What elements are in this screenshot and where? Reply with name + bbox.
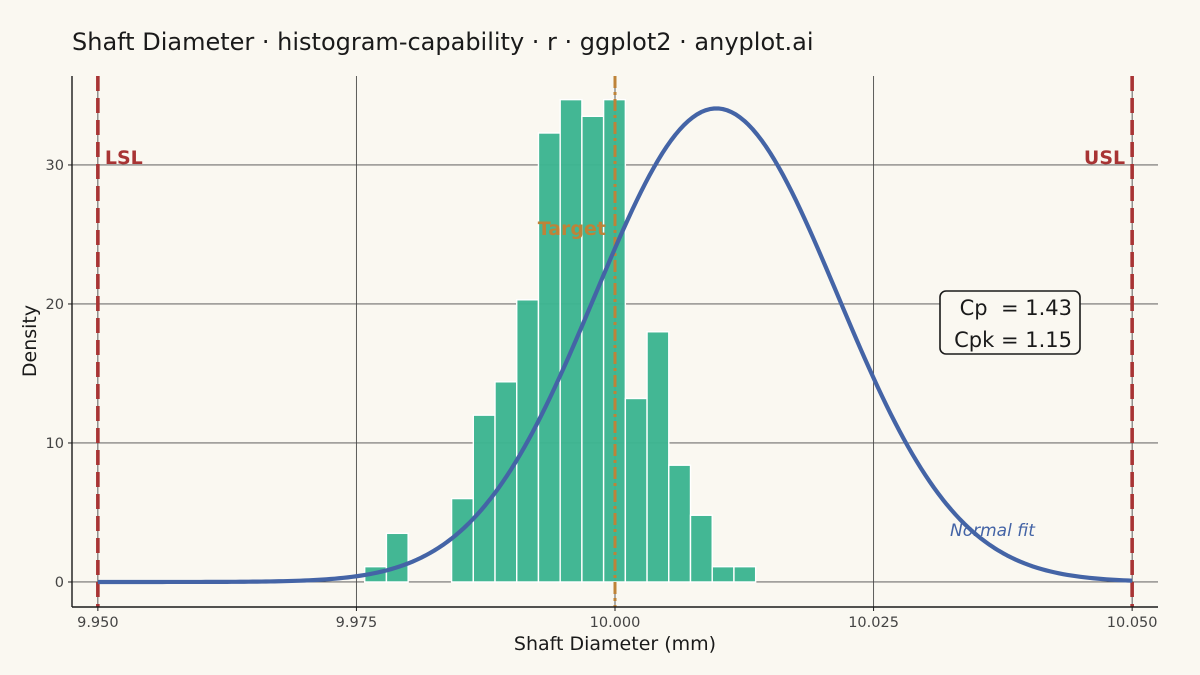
normal-fit-label: Normal fit xyxy=(950,521,1036,541)
capability-stats-box: Cp = 1.43 Cpk = 1.15 xyxy=(939,290,1081,355)
stats-box-frame xyxy=(939,290,1081,355)
histogram-bar xyxy=(689,514,713,583)
y-axis-title: Density xyxy=(19,305,41,377)
x-axis-title: Shaft Diameter (mm) xyxy=(514,633,716,655)
cp-value: Cp = 1.43 xyxy=(960,296,1072,320)
histogram-bar xyxy=(733,565,757,583)
x-tick-label: 10.000 xyxy=(590,615,641,631)
histogram-bar xyxy=(537,132,561,583)
histogram-bar xyxy=(494,381,518,583)
histogram-bars xyxy=(364,98,757,583)
y-tick-label: 20 xyxy=(46,297,64,313)
normal-fit-group: Normal fit xyxy=(97,106,1133,585)
histogram-bar xyxy=(646,331,670,583)
y-tick-label: 30 xyxy=(46,158,64,174)
histogram-bar xyxy=(385,532,409,583)
x-tick-labels: 9.950 9.975 10.000 10.025 10.050 xyxy=(77,607,1158,631)
histogram-bar xyxy=(711,565,735,583)
spec-limit-lines: LSL USL Target xyxy=(96,76,1134,607)
lsl-label: LSL xyxy=(105,147,143,169)
chart-title: Shaft Diameter · histogram-capability · … xyxy=(72,28,814,56)
x-tick-label: 10.050 xyxy=(1107,615,1158,631)
histogram-bar xyxy=(559,98,583,583)
usl-label: USL xyxy=(1084,147,1125,169)
histogram-bar xyxy=(668,464,692,583)
y-tick-labels: 0 10 20 30 xyxy=(46,158,72,591)
cpk-value: Cpk = 1.15 xyxy=(954,328,1072,352)
histogram-bar xyxy=(450,497,475,583)
y-tick-label: 10 xyxy=(46,436,64,452)
x-tick-label: 9.975 xyxy=(336,615,378,631)
y-tick-label: 0 xyxy=(55,575,64,591)
target-label: Target xyxy=(538,218,606,240)
histogram-bar xyxy=(581,115,605,583)
normal-fit-curve xyxy=(97,106,1133,585)
x-tick-label: 9.950 xyxy=(77,615,119,631)
x-tick-label: 10.025 xyxy=(848,615,899,631)
histogram-bar xyxy=(624,397,648,583)
